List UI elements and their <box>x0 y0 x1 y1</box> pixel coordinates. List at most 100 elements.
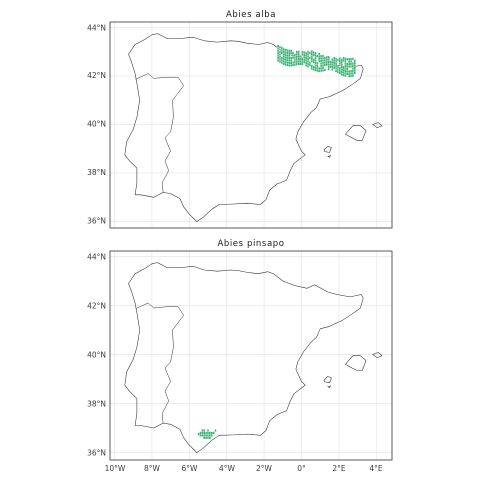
presence-cell <box>292 63 295 67</box>
iberia-outline <box>124 262 383 453</box>
presence-cell <box>314 56 317 60</box>
x-axis: 10°W 8°W 6°W 4°W 2°W 0° 2°E 4°E <box>105 464 383 473</box>
graticule <box>110 251 392 460</box>
presence-cell <box>199 434 202 437</box>
presence-cell <box>318 59 321 63</box>
presence-cell <box>293 53 297 57</box>
presence-cell <box>299 55 302 58</box>
presence-cell <box>318 57 321 61</box>
presence-cell <box>284 55 287 59</box>
y-tick-label: 36°N <box>87 217 106 226</box>
presence-cell <box>303 55 306 59</box>
presence-cell <box>349 69 353 73</box>
presence-cell <box>308 61 311 65</box>
presence-cell <box>348 57 351 61</box>
presence-cell <box>318 69 321 73</box>
presence-cell <box>321 64 325 67</box>
presence-cell <box>335 69 338 73</box>
presence-cell <box>277 49 280 53</box>
presence-cell <box>314 59 317 62</box>
presence-cell <box>342 59 345 62</box>
panel-title: Abies pinsapo <box>217 239 284 249</box>
presence-cell <box>208 434 211 437</box>
presence-cell <box>353 71 356 75</box>
presence-cell <box>297 57 300 61</box>
presence-cell <box>278 60 282 64</box>
presence-cell <box>280 58 283 62</box>
presence-cell <box>333 61 336 65</box>
presence-cell <box>316 62 319 65</box>
presence-cell <box>277 56 280 60</box>
presence-cell <box>290 59 293 62</box>
presence-cell <box>295 55 298 59</box>
presence-cell <box>203 436 206 440</box>
presence-cell <box>277 54 280 57</box>
presence-cell <box>353 66 356 70</box>
presence-cell <box>316 69 319 73</box>
presence-cell <box>327 55 330 59</box>
presence-cell <box>351 74 354 78</box>
presence-cell <box>349 62 353 66</box>
presence-cell <box>335 62 338 65</box>
presence-cell <box>306 55 310 58</box>
presence-cell <box>351 62 354 65</box>
presence-cell <box>277 47 280 50</box>
presence-cell <box>303 58 306 62</box>
presence-cell <box>340 70 343 74</box>
presence-cell <box>201 431 204 435</box>
presence-cell <box>280 49 283 52</box>
presence-cell <box>301 62 304 66</box>
presence-cell <box>288 59 291 62</box>
presence-cell <box>312 65 315 69</box>
presence-cell <box>295 57 298 61</box>
presence-cell <box>325 58 328 62</box>
presence-cell <box>214 429 217 432</box>
presence-cell <box>208 436 211 440</box>
presence-cell <box>280 56 283 60</box>
balearic-island <box>345 355 367 371</box>
presence-cell <box>292 56 295 60</box>
presence-cell <box>201 429 204 432</box>
presence-cell <box>295 60 298 64</box>
presence-cell <box>348 70 351 73</box>
presence-cells <box>197 429 217 440</box>
presence-cell <box>321 69 325 72</box>
presence-cell <box>338 57 341 60</box>
presence-cell <box>351 71 354 75</box>
presence-cell <box>338 69 341 73</box>
presence-cell <box>316 66 319 70</box>
x-tick-label: 8°W <box>144 464 161 473</box>
y-tick-label: 44°N <box>87 24 106 33</box>
presence-cell <box>280 51 283 55</box>
x-tick-label: 4°E <box>369 464 383 473</box>
presence-cell <box>208 431 211 435</box>
presence-cell <box>278 57 282 61</box>
presence-cell <box>336 68 340 72</box>
presence-cell <box>344 57 347 61</box>
y-tick-label: 38°N <box>87 168 106 177</box>
presence-cell <box>303 60 306 64</box>
presence-cell <box>310 52 313 56</box>
y-tick-label: 38°N <box>87 400 106 409</box>
presence-cell <box>310 67 313 70</box>
presence-cell <box>310 59 313 63</box>
y-tick-label: 36°N <box>87 449 106 458</box>
presence-cell <box>331 68 334 71</box>
presence-cell <box>351 57 354 61</box>
presence-cell <box>349 72 353 75</box>
presence-cell <box>203 431 206 435</box>
balearic-island <box>372 122 383 128</box>
presence-cell <box>282 62 285 66</box>
presence-cell <box>290 51 293 55</box>
presence-cell <box>342 73 345 77</box>
presence-cell <box>335 64 338 68</box>
presence-cell <box>206 429 210 432</box>
presence-cell <box>351 67 354 70</box>
peninsula-coastline <box>124 262 364 453</box>
presence-cell <box>331 65 334 69</box>
presence-cell <box>351 64 354 68</box>
presence-cell <box>353 61 356 65</box>
presence-cell <box>340 65 343 69</box>
presence-cell <box>277 44 280 48</box>
spain-portugal-border <box>135 302 184 424</box>
